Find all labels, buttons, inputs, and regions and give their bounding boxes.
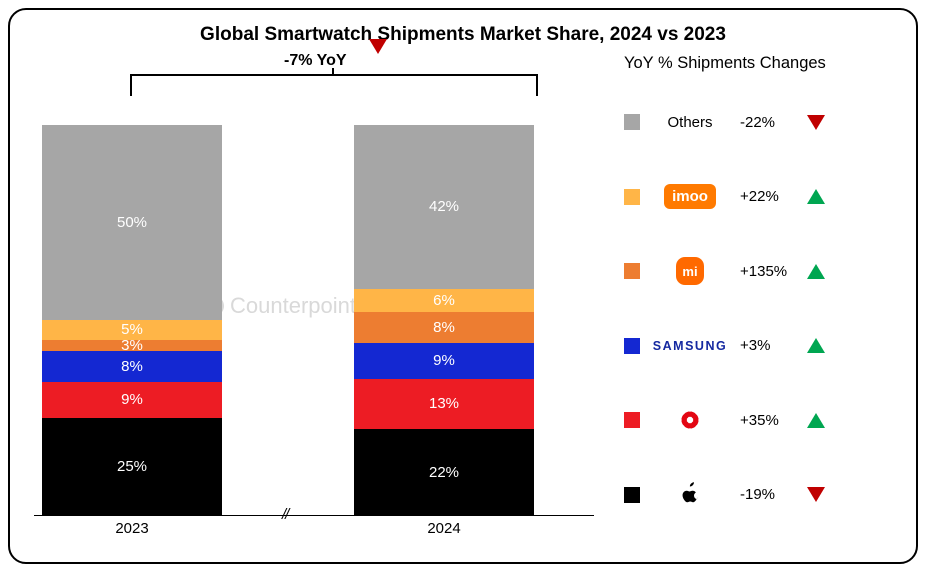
- legend-swatch: [624, 487, 640, 503]
- huawei-logo-icon: [677, 407, 703, 433]
- yoy-down-icon: [369, 54, 387, 72]
- change-value: +35%: [740, 412, 804, 429]
- segment-label: 9%: [433, 352, 455, 369]
- triangle-up-icon: [804, 264, 828, 279]
- change-value: +3%: [740, 337, 804, 354]
- brand-cell: mi: [640, 257, 740, 285]
- brand-cell: [640, 481, 740, 509]
- x-label: 2024: [354, 520, 534, 537]
- segment-label: 6%: [433, 292, 455, 309]
- triangle-up-icon: [804, 338, 828, 353]
- x-axis-labels: 2023 2024: [34, 516, 594, 542]
- legend-row-samsung: SAMSUNG +3%: [624, 325, 892, 367]
- x-label: 2023: [42, 520, 222, 537]
- segment-xiaomi: 8%: [354, 312, 534, 343]
- legend-swatch: [624, 263, 640, 279]
- apple-logo-icon: [679, 481, 701, 509]
- segment-samsung: 9%: [354, 343, 534, 378]
- segment-others: 42%: [354, 125, 534, 289]
- segment-label: 42%: [429, 198, 459, 215]
- brand-cell: Others: [640, 114, 740, 131]
- segment-huawei: 9%: [42, 382, 222, 417]
- legend-row-others: Others -22%: [624, 101, 892, 143]
- chart-frame: Global Smartwatch Shipments Market Share…: [8, 8, 918, 564]
- segment-others: 50%: [42, 125, 222, 320]
- change-value: -22%: [740, 114, 804, 131]
- segment-label: 22%: [429, 464, 459, 481]
- plot-area: Counterpoint // 25%9%8%3%5%50%22%13%9%8%…: [34, 98, 594, 516]
- watermark: Counterpoint: [204, 293, 356, 319]
- legend-swatch: [624, 338, 640, 354]
- triangle-up-icon: [804, 189, 828, 204]
- legend-row-xiaomi: mi +135%: [624, 250, 892, 292]
- samsung-logo-icon: SAMSUNG: [653, 339, 727, 353]
- brand-cell: imoo: [640, 184, 740, 209]
- segment-huawei: 13%: [354, 379, 534, 430]
- bracket: [130, 74, 538, 96]
- triangle-up-icon: [804, 413, 828, 428]
- legend-list: Others -22% imoo +22% mi +135% SAMSUNG +3% +35% -…: [624, 85, 892, 542]
- yoy-label: -7% YoY: [284, 52, 347, 70]
- segment-label: 25%: [117, 458, 147, 475]
- xiaomi-logo-icon: mi: [676, 257, 704, 285]
- brand-label: Others: [667, 114, 712, 131]
- legend-row-apple: -19%: [624, 474, 892, 516]
- watermark-text: Counterpoint: [230, 293, 356, 319]
- imoo-logo-icon: imoo: [664, 184, 716, 209]
- content-row: -7% YoY Counterpoint // 25%9%8%3%5%50%22…: [34, 52, 892, 542]
- legend-swatch: [624, 189, 640, 205]
- segment-label: 5%: [121, 321, 143, 338]
- change-value: -19%: [740, 486, 804, 503]
- brand-cell: [640, 407, 740, 433]
- yoy-annotation: -7% YoY: [34, 52, 594, 98]
- segment-samsung: 8%: [42, 351, 222, 382]
- legend-title: YoY % Shipments Changes: [624, 54, 892, 73]
- legend-row-imoo: imoo +22%: [624, 176, 892, 218]
- segment-label: 9%: [121, 391, 143, 408]
- segment-apple: 25%: [42, 418, 222, 516]
- change-value: +22%: [740, 188, 804, 205]
- legend-swatch: [624, 412, 640, 428]
- segment-label: 13%: [429, 395, 459, 412]
- bar-2023: 25% 9% 8% 3% 5% 50%: [42, 125, 222, 515]
- chart-title: Global Smartwatch Shipments Market Share…: [34, 24, 892, 46]
- segment-apple: 22%: [354, 429, 534, 515]
- segment-label: 8%: [433, 319, 455, 336]
- chart-zone: -7% YoY Counterpoint // 25%9%8%3%5%50%22…: [34, 52, 594, 542]
- triangle-down-icon: [804, 487, 828, 502]
- triangle-down-icon: [804, 115, 828, 130]
- legend-row-huawei: +35%: [624, 399, 892, 441]
- legend-swatch: [624, 114, 640, 130]
- change-value: +135%: [740, 263, 804, 280]
- brand-cell: SAMSUNG: [640, 339, 740, 353]
- segment-imoo: 6%: [354, 289, 534, 312]
- segment-label: 50%: [117, 214, 147, 231]
- legend-zone: YoY % Shipments Changes Others -22% imoo +2…: [594, 52, 892, 542]
- segment-xiaomi: 3%: [42, 340, 222, 352]
- segment-label: 8%: [121, 358, 143, 375]
- bar-2024: 22% 13% 9% 8% 6% 42%: [354, 125, 534, 515]
